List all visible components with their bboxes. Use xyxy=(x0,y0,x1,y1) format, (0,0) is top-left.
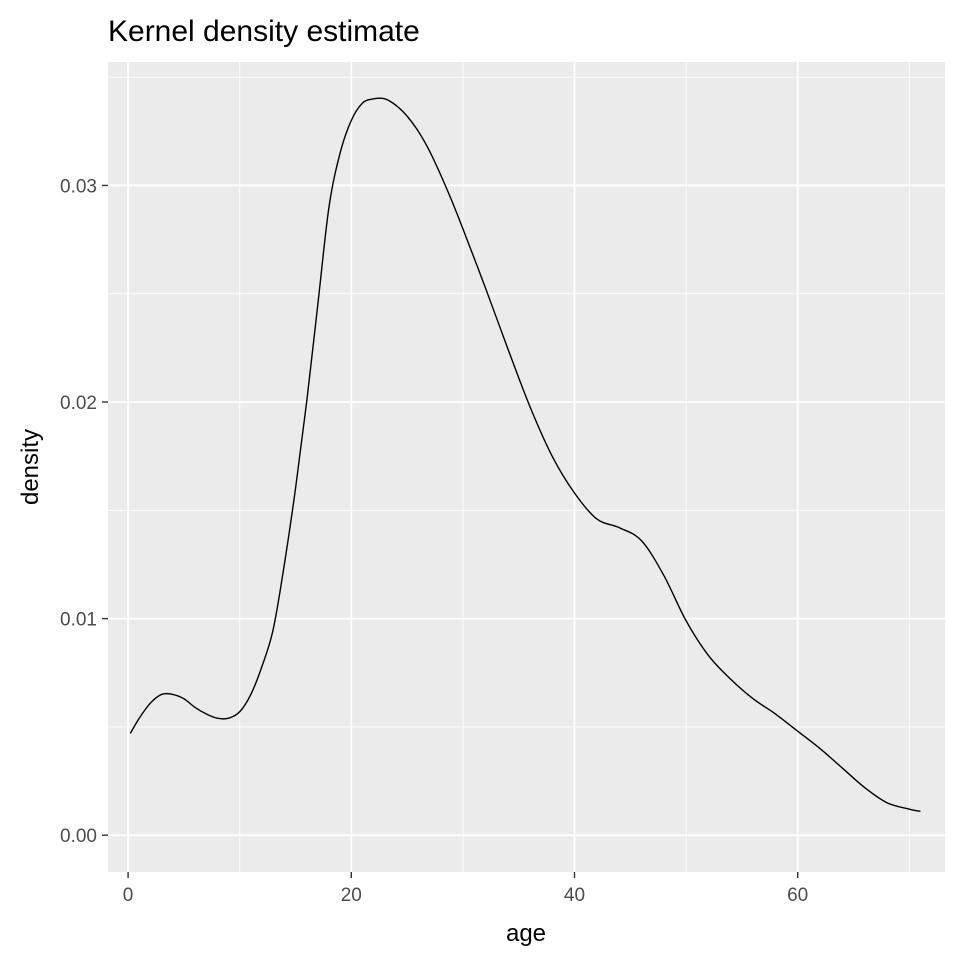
x-axis: 0 20 40 60 xyxy=(123,872,808,906)
plot-panel xyxy=(108,62,945,872)
x-tick-label: 40 xyxy=(564,885,585,906)
x-tick-label: 20 xyxy=(341,885,362,906)
major-gridlines xyxy=(108,62,945,872)
y-tick-label: 0.02 xyxy=(60,393,97,414)
density-curve xyxy=(129,97,921,813)
minor-gridlines xyxy=(108,62,945,872)
x-tick-label: 0 xyxy=(123,885,134,906)
chart-title: Kernel density estimate xyxy=(108,15,420,48)
y-tick-label: 0.01 xyxy=(60,610,97,631)
x-tick-label: 60 xyxy=(787,885,808,906)
y-tick-label: 0.00 xyxy=(60,826,97,847)
y-axis-title: density xyxy=(17,429,44,505)
x-axis-title: age xyxy=(506,920,546,947)
y-tick-label: 0.03 xyxy=(60,176,97,197)
y-axis: 0.00 0.01 0.02 0.03 xyxy=(60,176,108,847)
